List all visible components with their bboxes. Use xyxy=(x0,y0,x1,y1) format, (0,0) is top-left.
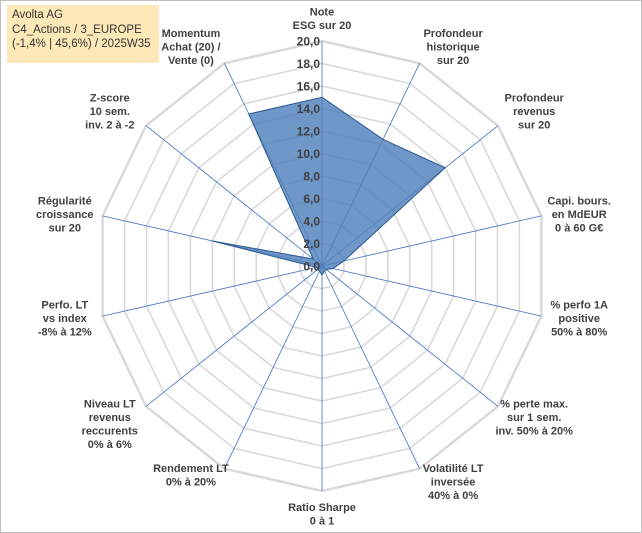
axis-label: Rendement LT 0% à 20% xyxy=(153,463,229,489)
axis-label: Volatilité LT inversée 40% à 0% xyxy=(423,463,484,502)
axis-label-line: en MdEUR xyxy=(552,209,607,221)
axis-label-line: reccurents xyxy=(82,425,138,437)
axis-label-line: vs index xyxy=(43,313,88,325)
axis-label: Z-score 10 sem. inv. 2 à -2 xyxy=(85,93,134,132)
axis-label-line: Note xyxy=(310,7,334,19)
axis-label: Régularité croissance sur 20 xyxy=(36,196,93,235)
tick-label: 0,0 xyxy=(303,260,320,274)
axis-label: Perfo. LT vs index -8% à 12% xyxy=(38,299,92,338)
axis-label: Profondeur historique sur 20 xyxy=(423,28,483,67)
tick-label: 6,0 xyxy=(303,192,320,206)
axis-label: Niveau LT revenus reccurents 0% à 6% xyxy=(82,398,138,451)
axis-label-line: historique xyxy=(427,42,480,54)
axis-label: % perfo 1A positive 50% à 80% xyxy=(550,299,608,338)
tick-label: 8,0 xyxy=(303,170,320,184)
tick-label: 12,0 xyxy=(297,125,321,139)
stock-name: Avolta AG xyxy=(12,9,63,21)
axis-label-line: Ratio Sharpe xyxy=(288,502,356,514)
axis-spoke xyxy=(102,265,323,317)
axis-label-line: 50% à 80% xyxy=(551,326,607,338)
axis-label-line: 0 à 60 G€ xyxy=(555,223,603,235)
axis-label-line: Niveau LT xyxy=(84,398,136,410)
axis-label-line: Volatilité LT xyxy=(423,463,484,475)
axis-spoke xyxy=(321,265,542,317)
axis-label-line: revenus xyxy=(89,412,131,424)
axis-label-line: croissance xyxy=(36,209,93,221)
axis-label-line: Momentum xyxy=(162,28,221,40)
axis-label-line: 0% à 6% xyxy=(88,439,132,451)
axis-label-line: positive xyxy=(558,313,600,325)
axis-label-line: Capi. bours. xyxy=(547,196,611,208)
axis-label-line: 0% à 20% xyxy=(166,476,216,488)
axis-spoke xyxy=(145,125,323,267)
axis-label: Momentum Achat (20) / Vente (0) xyxy=(161,28,220,67)
axis-spoke xyxy=(224,265,323,469)
tick-label: 10,0 xyxy=(297,147,321,161)
radar-tick-labels: 0,0 2,0 4,0 6,0 8,0 10,0 12,0 14,0 16,0 18,0 20,0 xyxy=(297,35,321,274)
tick-label: 14,0 xyxy=(297,102,321,116)
axis-label: Ratio Sharpe 0 à 1 xyxy=(288,502,356,528)
axis-label-line: inv. 50% à 20% xyxy=(495,425,573,437)
tick-label: 16,0 xyxy=(297,80,321,94)
axis-spoke xyxy=(321,215,542,267)
axis-label-line: 0 à 1 xyxy=(310,516,334,528)
axis-label-line: Profondeur xyxy=(423,28,483,40)
radar-series xyxy=(212,96,446,276)
axis-label-line: revenus xyxy=(513,106,555,118)
tick-label: 20,0 xyxy=(297,35,321,49)
axis-label-line: Rendement LT xyxy=(153,463,229,475)
tick-label: 18,0 xyxy=(297,57,321,71)
tick-label: 4,0 xyxy=(303,215,320,229)
axis-label-line: sur 20 xyxy=(49,223,81,235)
axis-label-line: 40% à 0% xyxy=(428,490,478,502)
stock-info-box: Avolta AG C4_Actions / 3_EUROPE (-1,4% |… xyxy=(7,5,159,63)
axis-label-line: -8% à 12% xyxy=(38,326,92,338)
axis-spoke xyxy=(321,265,420,469)
axis-label: Capi. bours. en MdEUR 0 à 60 G€ xyxy=(547,196,611,235)
axis-label-line: % perte max. xyxy=(500,398,568,410)
axis-label: Profondeur revenus sur 20 xyxy=(505,93,565,132)
axis-label-line: sur 20 xyxy=(518,120,550,132)
axis-label-line: ESG sur 20 xyxy=(293,20,352,32)
axis-label: Note ESG sur 20 xyxy=(293,7,352,33)
axis-label-line: sur 1 sem. xyxy=(507,412,561,424)
axis-spoke xyxy=(145,265,323,407)
axis-label: % perte max. sur 1 sem. inv. 50% à 20% xyxy=(495,398,573,437)
axis-label-line: Achat (20) / xyxy=(161,42,220,54)
axis-label-line: sur 20 xyxy=(437,55,469,67)
stock-stats: (-1,4% | 45,6%) / 2025W35 xyxy=(12,38,151,50)
axis-label-line: inversée xyxy=(431,476,476,488)
axis-label-line: Z-score xyxy=(90,93,130,105)
axis-label-line: Régularité xyxy=(38,196,92,208)
tick-label: 2,0 xyxy=(303,237,320,251)
stock-category: C4_Actions / 3_EUROPE xyxy=(12,23,142,36)
axis-label-line: % perfo 1A xyxy=(550,299,608,311)
axis-label-line: 10 sem. xyxy=(90,106,130,118)
axis-spoke xyxy=(321,265,499,407)
data-area xyxy=(212,96,446,276)
axis-label-line: Vente (0) xyxy=(168,55,214,67)
axis-label-line: Profondeur xyxy=(505,93,565,105)
axis-label-line: Perfo. LT xyxy=(41,299,88,311)
axis-label-line: inv. 2 à -2 xyxy=(85,120,134,132)
